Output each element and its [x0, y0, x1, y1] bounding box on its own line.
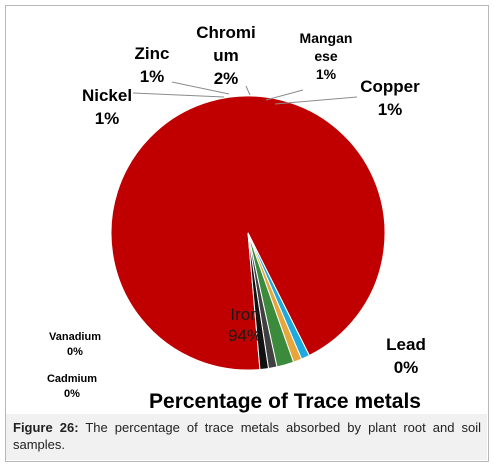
slice-label: Mangan ese 1%: [300, 30, 353, 82]
slice-label: Iron 94%: [228, 305, 262, 345]
slice-label-line: Copper: [360, 77, 420, 96]
chart-title: Percentage of Trace metals: [149, 390, 421, 413]
slice-label-line: 94%: [228, 326, 262, 345]
slice-label-line: 0%: [64, 388, 80, 400]
slice-label-line: 2%: [214, 69, 239, 88]
slice-label-line: Iron: [230, 305, 259, 324]
slice-label: Lead 0%: [386, 335, 426, 377]
leader-line: [132, 92, 225, 98]
slice-label: Copper 1%: [360, 77, 420, 119]
slice-label-line: 1%: [378, 100, 403, 119]
caption-label: Figure 26:: [13, 420, 79, 435]
leader-line: [265, 89, 304, 101]
slice-label-line: Mangan: [300, 30, 353, 46]
slice-label-line: Zinc: [135, 44, 170, 63]
leader-lines: [132, 81, 358, 105]
slice-label: Nickel 1%: [82, 86, 132, 128]
pie-slices: [110, 95, 386, 371]
slice-label-line: 1%: [95, 109, 120, 128]
slice-label-line: ese: [314, 48, 338, 64]
slice-label-line: um: [213, 46, 239, 65]
slice-label-line: Cadmium: [47, 373, 97, 385]
slice-label-line: 1%: [316, 66, 337, 82]
slice-label: Chromi um 2%: [196, 23, 256, 88]
slice-label-line: Vanadium: [49, 331, 101, 343]
slice-label-line: Nickel: [82, 86, 132, 105]
slice-labels: Iron 94% Nickel 1% Zinc 1% Chromi um 2% Mangan ese…: [47, 23, 426, 400]
leader-line: [171, 81, 230, 95]
slice-label: Cadmium 0%: [47, 373, 97, 400]
caption-background: [6, 414, 487, 460]
figure-caption: Figure 26: The percentage of trace metal…: [13, 419, 481, 453]
slice-label-line: Chromi: [196, 23, 256, 42]
slice-label-line: 0%: [67, 346, 83, 358]
slice-label-line: Lead: [386, 335, 426, 354]
pie-slice: [247, 232, 270, 371]
slice-label: Zinc 1%: [135, 44, 170, 86]
slice-label: Vanadium 0%: [49, 331, 101, 358]
caption-text: The percentage of trace metals absorbed …: [13, 420, 481, 452]
slice-label-line: 0%: [394, 358, 419, 377]
leader-line: [274, 96, 358, 105]
slice-label-line: 1%: [140, 67, 165, 86]
leader-line: [245, 85, 251, 96]
